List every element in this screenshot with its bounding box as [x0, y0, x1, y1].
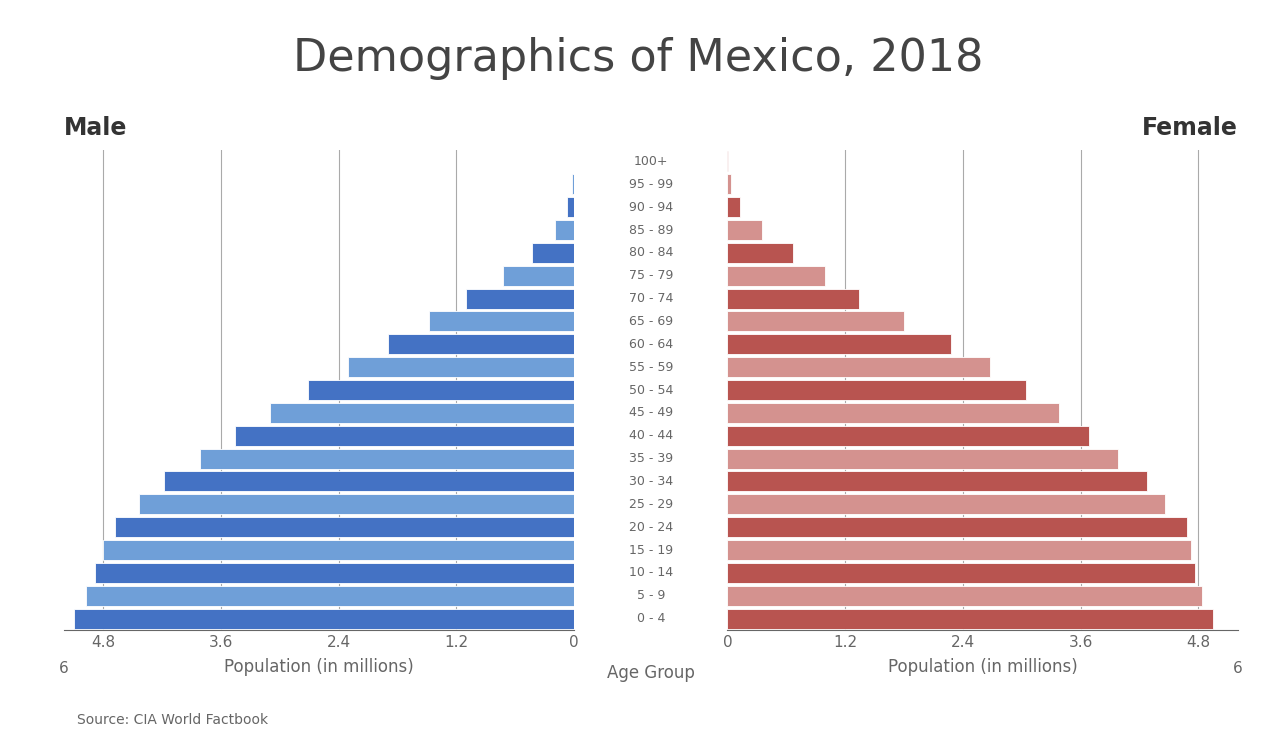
Bar	[727, 311, 903, 332]
Text: 15 - 19: 15 - 19	[629, 544, 672, 556]
Text: 35 - 39: 35 - 39	[629, 452, 672, 465]
Bar	[466, 289, 574, 309]
Bar	[568, 197, 574, 217]
Bar	[727, 380, 1026, 400]
Text: 60 - 64: 60 - 64	[629, 338, 672, 351]
Bar	[532, 243, 574, 263]
Bar	[727, 540, 1191, 560]
Text: 50 - 54: 50 - 54	[629, 383, 672, 397]
X-axis label: Population (in millions): Population (in millions)	[888, 658, 1077, 676]
Bar	[727, 266, 826, 286]
Text: 40 - 44: 40 - 44	[629, 429, 672, 442]
Text: 55 - 59: 55 - 59	[629, 361, 672, 374]
Text: Male: Male	[64, 116, 128, 140]
Bar	[727, 494, 1165, 514]
Bar	[727, 562, 1194, 583]
Bar	[309, 380, 574, 400]
Bar	[87, 586, 574, 606]
Bar	[271, 403, 574, 423]
X-axis label: Population (in millions): Population (in millions)	[225, 658, 413, 676]
Bar	[727, 243, 794, 263]
Bar	[727, 197, 740, 217]
Bar	[727, 174, 731, 194]
Bar	[727, 608, 1213, 628]
Text: 25 - 29: 25 - 29	[629, 498, 672, 511]
Text: 70 - 74: 70 - 74	[629, 292, 672, 305]
Bar	[727, 426, 1088, 445]
Text: 5 - 9: 5 - 9	[637, 590, 665, 602]
Text: Demographics of Mexico, 2018: Demographics of Mexico, 2018	[292, 38, 984, 80]
Text: 80 - 84: 80 - 84	[629, 246, 672, 259]
Bar	[727, 289, 859, 309]
Text: 85 - 89: 85 - 89	[629, 224, 672, 236]
Bar	[429, 311, 574, 332]
Text: 30 - 34: 30 - 34	[629, 475, 672, 488]
Bar	[503, 266, 574, 286]
Bar	[348, 357, 574, 377]
Bar	[727, 334, 951, 354]
Text: 100+: 100+	[633, 155, 669, 168]
Bar	[200, 448, 574, 469]
Text: 6: 6	[59, 661, 69, 676]
Bar	[727, 357, 990, 377]
Text: Age Group: Age Group	[607, 664, 694, 682]
Bar	[727, 448, 1118, 469]
Bar	[235, 426, 574, 445]
Text: Source: CIA World Factbook: Source: CIA World Factbook	[77, 713, 268, 728]
Bar	[727, 403, 1059, 423]
Bar	[103, 540, 574, 560]
Bar	[139, 494, 574, 514]
Text: 95 - 99: 95 - 99	[629, 178, 672, 190]
Bar	[727, 471, 1147, 491]
Text: 90 - 94: 90 - 94	[629, 201, 672, 214]
Text: 0 - 4: 0 - 4	[637, 612, 665, 625]
Bar	[572, 174, 574, 194]
Text: Female: Female	[1142, 116, 1238, 140]
Bar	[115, 517, 574, 537]
Bar	[727, 586, 1202, 606]
Text: 75 - 79: 75 - 79	[629, 269, 672, 282]
Text: 45 - 49: 45 - 49	[629, 406, 672, 419]
Text: 65 - 69: 65 - 69	[629, 315, 672, 328]
Text: 10 - 14: 10 - 14	[629, 566, 672, 579]
Bar	[727, 220, 762, 240]
Bar	[727, 517, 1187, 537]
Bar	[388, 334, 574, 354]
Bar	[74, 608, 574, 628]
Bar	[96, 562, 574, 583]
Text: 6: 6	[1233, 661, 1243, 676]
Bar	[555, 220, 574, 240]
Bar	[163, 471, 574, 491]
Text: 20 - 24: 20 - 24	[629, 520, 672, 534]
